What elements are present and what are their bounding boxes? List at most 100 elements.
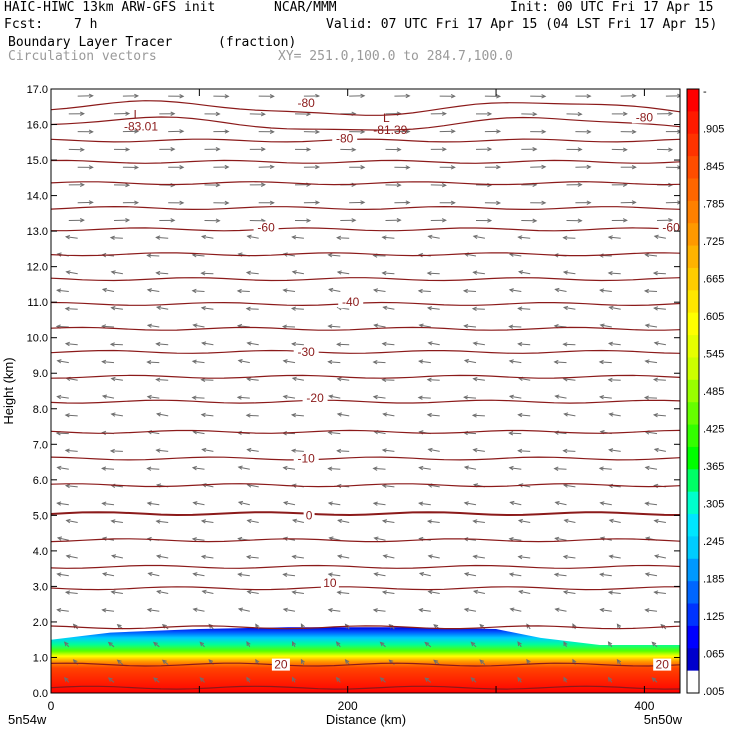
vector-arrow-head: [327, 324, 333, 329]
contour-line: [51, 252, 680, 257]
vector-arrow: [554, 468, 567, 470]
vector-arrow: [509, 326, 522, 328]
vector-arrow-head: [427, 447, 433, 453]
vector-arrow: [382, 272, 395, 275]
vector-arrow: [645, 360, 658, 364]
vector-arrow-head: [246, 589, 252, 595]
vector-arrow: [564, 484, 576, 488]
vector-arrow-head: [381, 341, 387, 347]
vector-arrow: [654, 555, 667, 559]
vector-arrow: [328, 502, 341, 506]
vector-arrow-head: [344, 658, 350, 664]
colorbar-swatch: [687, 312, 699, 336]
vector-arrow-head: [517, 342, 523, 347]
contour-label: -10: [298, 452, 316, 466]
vector-arrow-head: [155, 270, 161, 276]
y-tick-label: 2.0: [33, 617, 48, 629]
contour-label: -80: [636, 110, 654, 124]
vector-arrow: [374, 573, 386, 577]
vector-arrow-head: [101, 466, 107, 471]
vector-arrow-head: [562, 554, 568, 560]
vector-arrow-head: [668, 147, 674, 152]
colorbar-frame: [686, 88, 700, 694]
colorbar-swatch: [687, 514, 699, 537]
vector-arrow-head: [291, 483, 297, 488]
y-tick-label: 9.0: [33, 368, 48, 380]
x-left-endpoint: 5n54w: [8, 712, 47, 727]
vector-arrow-head: [487, 218, 493, 223]
vector-arrow-head: [508, 394, 514, 400]
vector-arrow: [509, 538, 522, 541]
vector-arrow-head: [598, 466, 604, 471]
vector-arrow: [428, 307, 440, 310]
vector-arrow-head: [282, 572, 288, 578]
colorbar-swatch: [687, 469, 699, 493]
colorbar-swatch: [687, 491, 699, 515]
vector-arrow: [382, 236, 395, 239]
vector-arrow-head: [541, 94, 547, 99]
y-tick-label: 4.0: [33, 546, 48, 558]
vector-arrow-head: [260, 182, 266, 187]
vector-arrow-head: [643, 288, 649, 294]
vector-arrow: [283, 608, 296, 612]
vector-arrow-head: [56, 394, 62, 400]
vector-arrow-head: [517, 554, 523, 560]
vector-arrow: [201, 307, 214, 310]
vector-arrow-head: [517, 270, 524, 275]
vector-arrow-head: [179, 94, 185, 99]
vector-arrow-head: [134, 129, 140, 134]
vector-arrow: [473, 590, 486, 594]
contour-label: -60: [662, 221, 680, 235]
vector-arrow-head: [554, 394, 560, 399]
colorbar-label: .425: [703, 424, 724, 436]
vector-arrow-head: [336, 270, 342, 275]
vector-arrow-head: [191, 395, 197, 400]
vector-arrow-head: [237, 500, 244, 506]
y-tick-label: 6.0: [33, 475, 48, 487]
vector-arrow: [509, 432, 522, 435]
vector-arrow: [382, 343, 395, 346]
vector-arrow: [519, 590, 531, 594]
vector-arrow-head: [282, 465, 288, 471]
vector-arrow: [645, 502, 658, 506]
vector-arrow: [337, 271, 350, 275]
y-tick-label: 7.0: [33, 439, 48, 451]
vector-arrow: [66, 236, 78, 239]
contour-label-bg: [338, 296, 364, 309]
vector-arrow-head: [433, 659, 439, 665]
vector-arrow: [608, 272, 621, 275]
vector-arrow-head: [653, 590, 659, 595]
vector-arrow: [600, 502, 612, 506]
vector-arrow-head: [360, 129, 366, 134]
vector-arrow-head: [441, 182, 447, 188]
vector-arrow-head: [608, 518, 614, 523]
vector-arrow-head: [237, 572, 243, 577]
vector-arrow: [111, 413, 123, 417]
vector-arrow: [518, 450, 531, 452]
vector-arrow: [645, 397, 658, 399]
vector-arrow: [419, 609, 431, 612]
vector-arrow-head: [291, 235, 297, 240]
vector-arrow: [600, 573, 612, 577]
vector-arrow-head: [328, 394, 334, 399]
vector-arrow: [192, 538, 205, 541]
vector-arrow: [373, 502, 386, 506]
vector-arrow-head: [526, 658, 531, 664]
vector-arrow: [147, 396, 160, 399]
vector-arrow: [472, 308, 485, 310]
vector-arrow: [609, 519, 621, 523]
y-tick-label: 5.0: [33, 510, 48, 522]
vector-arrow: [283, 289, 296, 292]
vector-arrow-head: [327, 253, 333, 258]
vector-arrow-head: [426, 412, 432, 418]
vector-arrow-head: [351, 147, 357, 152]
vector-arrow: [473, 235, 485, 239]
vector-arrow-head: [472, 341, 478, 346]
vector-arrow: [418, 397, 431, 399]
colorbar-label: .485: [703, 386, 724, 398]
vector-arrow: [329, 537, 341, 541]
contour-line: [51, 586, 680, 591]
vector-arrow-head: [653, 519, 659, 524]
vector-arrow-head: [677, 200, 680, 205]
vector-arrow: [329, 395, 341, 399]
